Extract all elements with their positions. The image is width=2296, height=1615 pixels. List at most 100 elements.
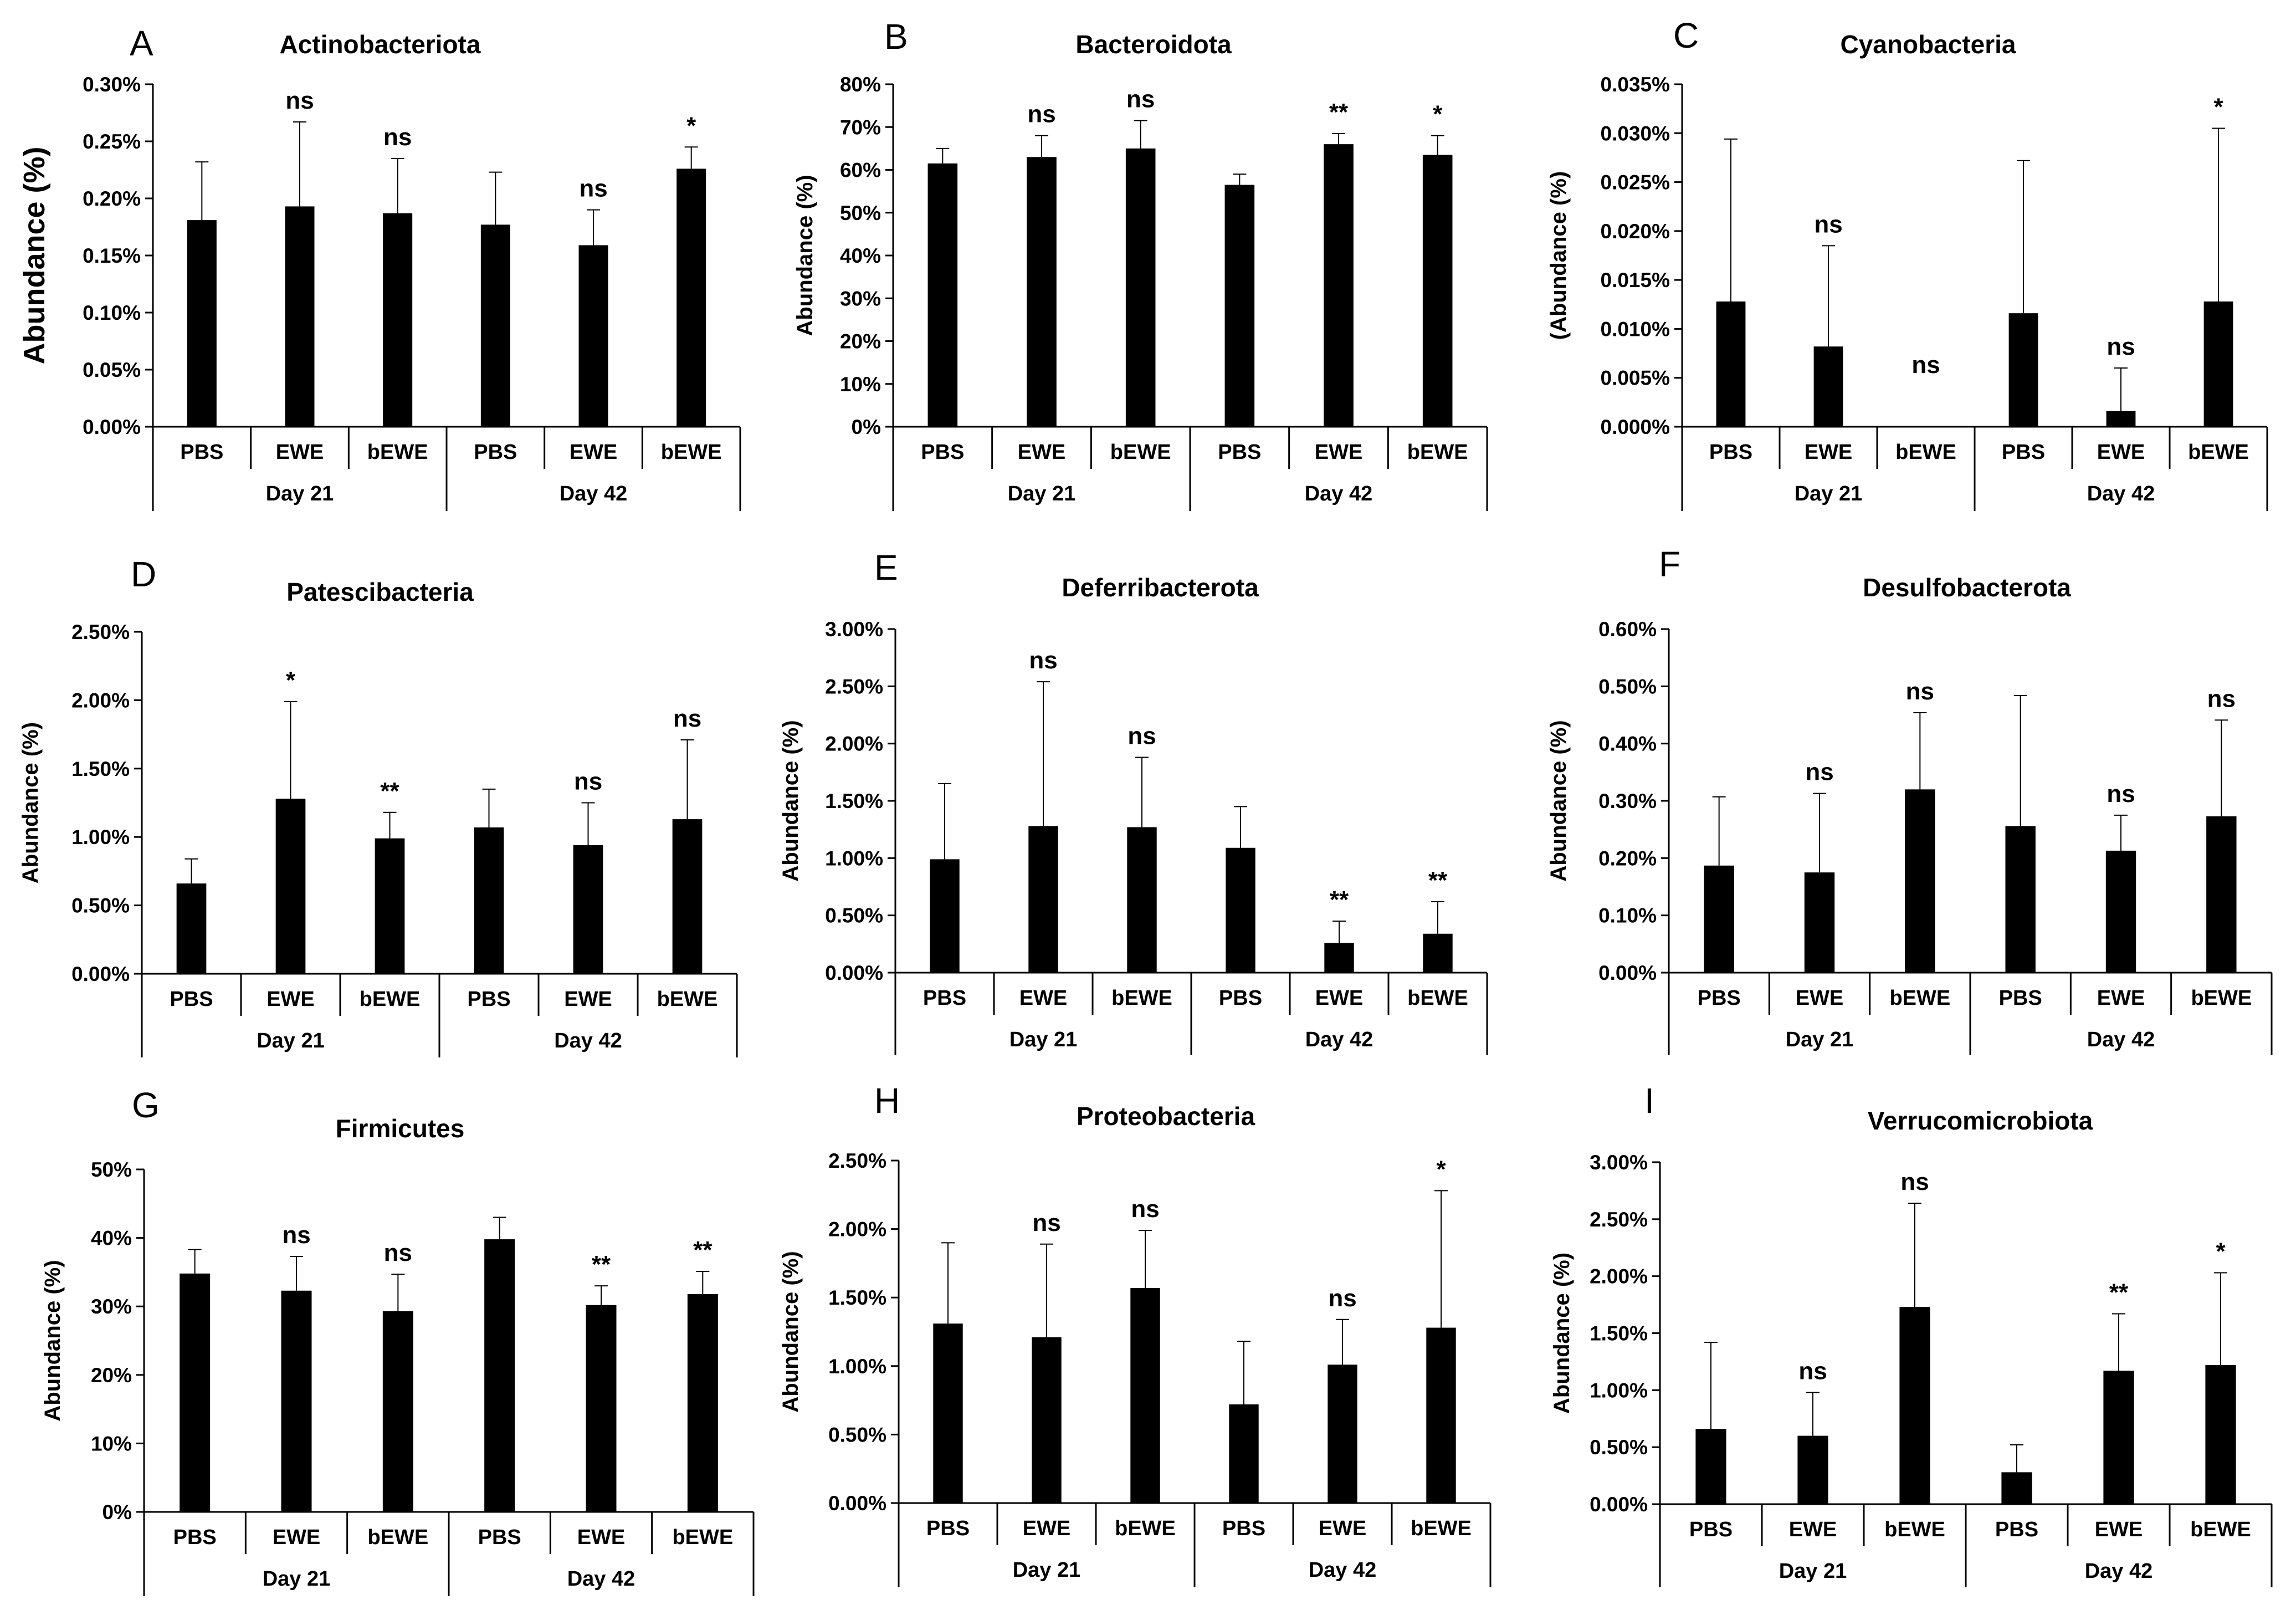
y-tick-label: 40% — [840, 244, 881, 267]
significance-label: ns — [2107, 333, 2135, 360]
chart-title: Cyanobacteria — [1840, 30, 2016, 59]
y-tick-label: 0.30% — [83, 73, 141, 96]
y-tick-label: 1.50% — [828, 1286, 886, 1309]
x-category-label: EWE — [1019, 987, 1068, 1010]
x-category-label: PBS — [926, 1517, 970, 1540]
y-tick-label: 2.50% — [1590, 1208, 1648, 1231]
x-category-label: EWE — [564, 988, 612, 1011]
y-tick-label: 2.00% — [825, 733, 883, 755]
significance-label: ns — [1814, 211, 1842, 238]
y-tick-label: 0.40% — [1598, 733, 1657, 755]
y-tick-label: 1.00% — [1590, 1379, 1648, 1402]
y-tick-label: 20% — [840, 330, 881, 353]
x-category-label: PBS — [170, 988, 213, 1011]
x-category-label: bEWE — [1884, 1518, 1945, 1541]
bar — [930, 859, 960, 973]
y-tick-label: 0.50% — [825, 904, 883, 927]
y-tick-label: 0.00% — [1598, 962, 1657, 984]
bar — [573, 845, 603, 974]
x-category-label: PBS — [2002, 441, 2045, 464]
y-axis-label: Abundance (%) — [1546, 720, 1571, 881]
bar — [1797, 1435, 1828, 1504]
x-group-label: Day 21 — [266, 482, 334, 505]
y-tick-label: 0.000% — [1601, 416, 1670, 438]
chart-panel-f: F Desulfobacterota 0.00% 0.10% 0.20% 0.30% 0.4… — [1546, 544, 2273, 1055]
y-tick-label: 0.60% — [1598, 618, 1657, 641]
x-category-label: EWE — [1805, 441, 1853, 464]
bar — [2203, 301, 2233, 427]
bar — [2206, 816, 2237, 973]
y-tick-label: 2.00% — [71, 689, 130, 712]
significance-label: ns — [383, 124, 412, 151]
x-group-label: Day 21 — [263, 1567, 331, 1591]
x-group-label: Day 42 — [2085, 1560, 2153, 1583]
significance-label: ** — [2109, 1279, 2129, 1306]
bar — [1422, 155, 1453, 427]
x-category-label: PBS — [921, 441, 964, 464]
chart-title: Actinobacteriota — [280, 30, 481, 59]
bar — [383, 213, 413, 427]
y-tick-label: 0.20% — [1598, 847, 1657, 870]
panel-letter: E — [874, 548, 898, 587]
significance-label: ns — [1128, 722, 1156, 749]
bar — [2106, 411, 2136, 427]
x-category-label: bEWE — [1411, 1517, 1472, 1540]
bar — [687, 1294, 718, 1512]
x-category-label: bEWE — [1407, 987, 1468, 1010]
x-category-label: bEWE — [657, 988, 718, 1011]
y-tick-label: 0.035% — [1601, 73, 1670, 96]
x-category-label: PBS — [474, 441, 517, 464]
chart-title: Desulfobacterota — [1863, 573, 2071, 602]
y-tick-label: 30% — [840, 287, 881, 310]
y-axis-label: Abundance (%) — [40, 1260, 65, 1421]
chart-title: Deferribacterota — [1062, 573, 1259, 602]
y-axis-label: Abundance (%) — [793, 175, 817, 336]
bar — [1324, 943, 1354, 973]
bar — [180, 1273, 211, 1512]
bar — [1130, 1287, 1160, 1503]
x-category-label: PBS — [1222, 1517, 1265, 1540]
significance-label: ns — [1328, 1285, 1356, 1312]
bar — [484, 1239, 515, 1512]
y-tick-label: 0.50% — [71, 895, 130, 917]
x-category-label: EWE — [276, 441, 324, 464]
bar — [1899, 1307, 1930, 1504]
y-tick-label: 20% — [91, 1364, 132, 1387]
significance-label: ** — [693, 1236, 713, 1264]
x-group-label: Day 21 — [1795, 482, 1863, 505]
x-group-label: Day 21 — [257, 1029, 325, 1052]
x-category-label: PBS — [173, 1526, 217, 1549]
y-tick-label: 0.025% — [1601, 171, 1670, 194]
y-tick-label: 2.50% — [828, 1149, 886, 1172]
y-tick-label: 0.010% — [1601, 318, 1670, 340]
y-tick-label: 0.10% — [1598, 904, 1657, 927]
bar — [1127, 827, 1157, 973]
y-tick-label: 0.20% — [83, 187, 141, 210]
panel-letter: H — [874, 1081, 900, 1121]
significance-label: * — [2216, 1238, 2226, 1265]
significance-label: ** — [1329, 99, 1349, 126]
x-category-label: EWE — [2095, 1518, 2143, 1541]
chart-title: Firmicutes — [336, 1114, 465, 1143]
x-category-label: EWE — [1018, 441, 1066, 464]
y-tick-label: 0.50% — [1590, 1436, 1648, 1459]
y-tick-label: 30% — [91, 1295, 132, 1318]
significance-label: ns — [282, 1222, 310, 1249]
x-category-label: EWE — [1315, 987, 1364, 1010]
significance-label: ns — [1805, 759, 1833, 786]
x-category-label: EWE — [1023, 1517, 1071, 1540]
x-group-label: Day 42 — [560, 482, 628, 505]
bar — [1324, 144, 1354, 427]
x-category-label: bEWE — [672, 1526, 733, 1549]
y-tick-label: 0% — [102, 1501, 132, 1524]
bar — [480, 224, 510, 427]
significance-label: * — [686, 112, 696, 139]
x-category-label: bEWE — [360, 988, 421, 1011]
bar — [176, 883, 207, 974]
significance-label: ns — [1900, 1168, 1929, 1195]
x-category-label: PBS — [180, 441, 223, 464]
x-category-label: PBS — [1698, 987, 1741, 1010]
y-tick-label: 80% — [840, 73, 881, 96]
chart-panel-i: I Verrucomicrobiota 0.00% 0.50% 1.00% 1.50% 2.… — [1550, 1081, 2273, 1587]
significance-label: ** — [592, 1251, 611, 1278]
